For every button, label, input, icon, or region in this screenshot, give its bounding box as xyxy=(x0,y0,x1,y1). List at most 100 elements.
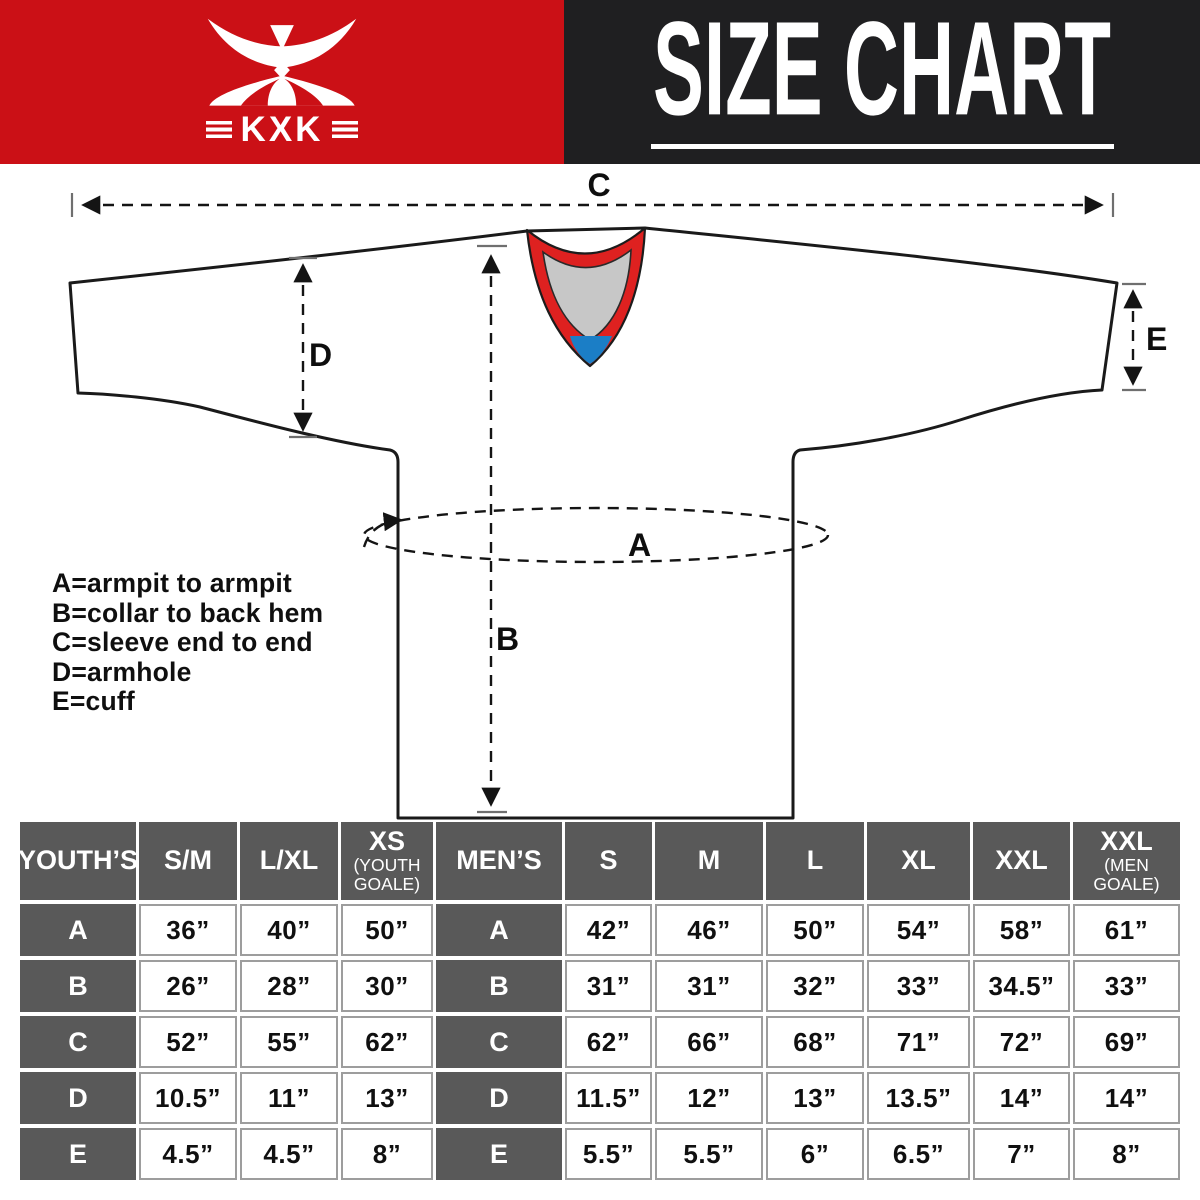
row-label-cell: A xyxy=(436,904,562,956)
size-value-cell: 7” xyxy=(973,1128,1070,1180)
brand-logo: KXK xyxy=(203,17,361,147)
size-value-cell: 50” xyxy=(341,904,433,956)
legend-line: C=sleeve end to end xyxy=(52,627,313,657)
size-value-cell: 8” xyxy=(1073,1128,1180,1180)
youth-size-header-cell: L/XL xyxy=(240,822,338,900)
header-label: XL xyxy=(901,845,936,876)
header-label: XXL xyxy=(1100,826,1153,857)
size-value-cell: 4.5” xyxy=(139,1128,237,1180)
size-value-cell: 28” xyxy=(240,960,338,1012)
size-value-cell: 14” xyxy=(1073,1072,1180,1124)
dim-c-label: C xyxy=(587,167,610,203)
row-label-cell: E xyxy=(20,1128,136,1180)
size-value-cell: 33” xyxy=(1073,960,1180,1012)
men-size-header-cell: L xyxy=(766,822,864,900)
size-value-cell: 50” xyxy=(766,904,864,956)
size-value-cell: 13” xyxy=(766,1072,864,1124)
header-label: XXL xyxy=(995,845,1048,876)
title-panel: SIZE CHART xyxy=(564,0,1200,164)
header-sublabel: (YOUTH GOALE) xyxy=(353,854,421,894)
row-label-cell: E xyxy=(436,1128,562,1180)
row-label-cell: B xyxy=(20,960,136,1012)
dim-b-label: B xyxy=(496,621,519,657)
size-value-cell: 11.5” xyxy=(565,1072,652,1124)
size-value-cell: 26” xyxy=(139,960,237,1012)
triple-bar-icon xyxy=(332,121,359,138)
header-sublabel: (MEN GOALE) xyxy=(1093,854,1160,894)
triple-bar-icon xyxy=(205,121,232,138)
collar-inner xyxy=(541,248,632,341)
size-value-cell: 68” xyxy=(766,1016,864,1068)
dim-a-ellipse xyxy=(362,506,830,564)
page-title: SIZE CHART xyxy=(653,0,1111,143)
youth-size-header-cell: S/M xyxy=(139,822,237,900)
size-value-cell: 61” xyxy=(1073,904,1180,956)
collar-accent xyxy=(570,336,612,364)
dim-a-label: A xyxy=(628,527,651,563)
header: KXK SIZE CHART xyxy=(0,0,1200,164)
header-label: M xyxy=(697,845,721,876)
header-label: S xyxy=(599,845,618,876)
legend-line: D=armhole xyxy=(52,656,192,687)
size-value-cell: 72” xyxy=(973,1016,1070,1068)
legend-line: A=armpit to armpit xyxy=(52,568,292,598)
youth-header-cell: YOUTH’S xyxy=(18,822,138,900)
size-value-cell: 55” xyxy=(240,1016,338,1068)
row-label-cell: C xyxy=(436,1016,562,1068)
brand-panel: KXK xyxy=(0,0,564,164)
header-label: L/XL xyxy=(259,845,319,876)
size-value-cell: 6.5” xyxy=(867,1128,970,1180)
row-label-cell: D xyxy=(436,1072,562,1124)
legend: A=armpit to armpit B=collar to back hem C=… xyxy=(52,568,324,717)
jersey-outline xyxy=(68,226,1119,820)
dim-d-label: D xyxy=(309,337,332,373)
size-value-cell: 6” xyxy=(766,1128,864,1180)
row-label-cell: B xyxy=(436,960,562,1012)
youth-size-header-cell: XS (YOUTH GOALE) xyxy=(341,822,433,900)
row-label-cell: A xyxy=(20,904,136,956)
men-size-header-cell: XL xyxy=(867,822,970,900)
dim-a-arrow xyxy=(362,512,403,548)
size-value-cell: 40” xyxy=(240,904,338,956)
kxk-logo-icon xyxy=(207,18,357,106)
legend-line: B=collar to back hem xyxy=(52,597,324,628)
size-value-cell: 34.5” xyxy=(973,960,1070,1012)
size-value-cell: 4.5” xyxy=(240,1128,338,1180)
size-value-cell: 62” xyxy=(341,1016,433,1068)
size-table: YOUTH’S S/M L/XL XS (YOUTH GOALE) MEN’S S M L XL X… xyxy=(18,822,1180,1180)
men-header-cell: MEN’S xyxy=(436,822,562,900)
header-label: MEN’S xyxy=(456,845,542,876)
size-value-cell: 62” xyxy=(565,1016,652,1068)
size-value-cell: 66” xyxy=(655,1016,763,1068)
row-label-cell: D xyxy=(20,1072,136,1124)
size-value-cell: 69” xyxy=(1073,1016,1180,1068)
size-value-cell: 52” xyxy=(139,1016,237,1068)
size-value-cell: 71” xyxy=(867,1016,970,1068)
size-value-cell: 13” xyxy=(341,1072,433,1124)
size-value-cell: 11” xyxy=(240,1072,338,1124)
title-underline xyxy=(650,143,1114,149)
size-value-cell: 32” xyxy=(766,960,864,1012)
size-value-cell: 14” xyxy=(973,1072,1070,1124)
size-value-cell: 30” xyxy=(341,960,433,1012)
size-value-cell: 54” xyxy=(867,904,970,956)
size-value-cell: 42” xyxy=(565,904,652,956)
size-value-cell: 46” xyxy=(655,904,763,956)
size-value-cell: 31” xyxy=(565,960,652,1012)
size-value-cell: 33” xyxy=(867,960,970,1012)
header-label: L xyxy=(806,845,824,876)
dim-e-label: E xyxy=(1146,321,1167,357)
men-size-header-cell: M xyxy=(655,822,763,900)
men-size-header-cell: XXL (MEN GOALE) xyxy=(1073,822,1180,900)
men-size-header-cell: XXL xyxy=(973,822,1070,900)
row-label-cell: C xyxy=(20,1016,136,1068)
brand-name: KXK xyxy=(240,110,324,149)
header-label: XS xyxy=(368,826,406,857)
size-value-cell: 5.5” xyxy=(655,1128,763,1180)
size-value-cell: 5.5” xyxy=(565,1128,652,1180)
men-size-header-cell: S xyxy=(565,822,652,900)
size-value-cell: 58” xyxy=(973,904,1070,956)
size-value-cell: 10.5” xyxy=(139,1072,237,1124)
